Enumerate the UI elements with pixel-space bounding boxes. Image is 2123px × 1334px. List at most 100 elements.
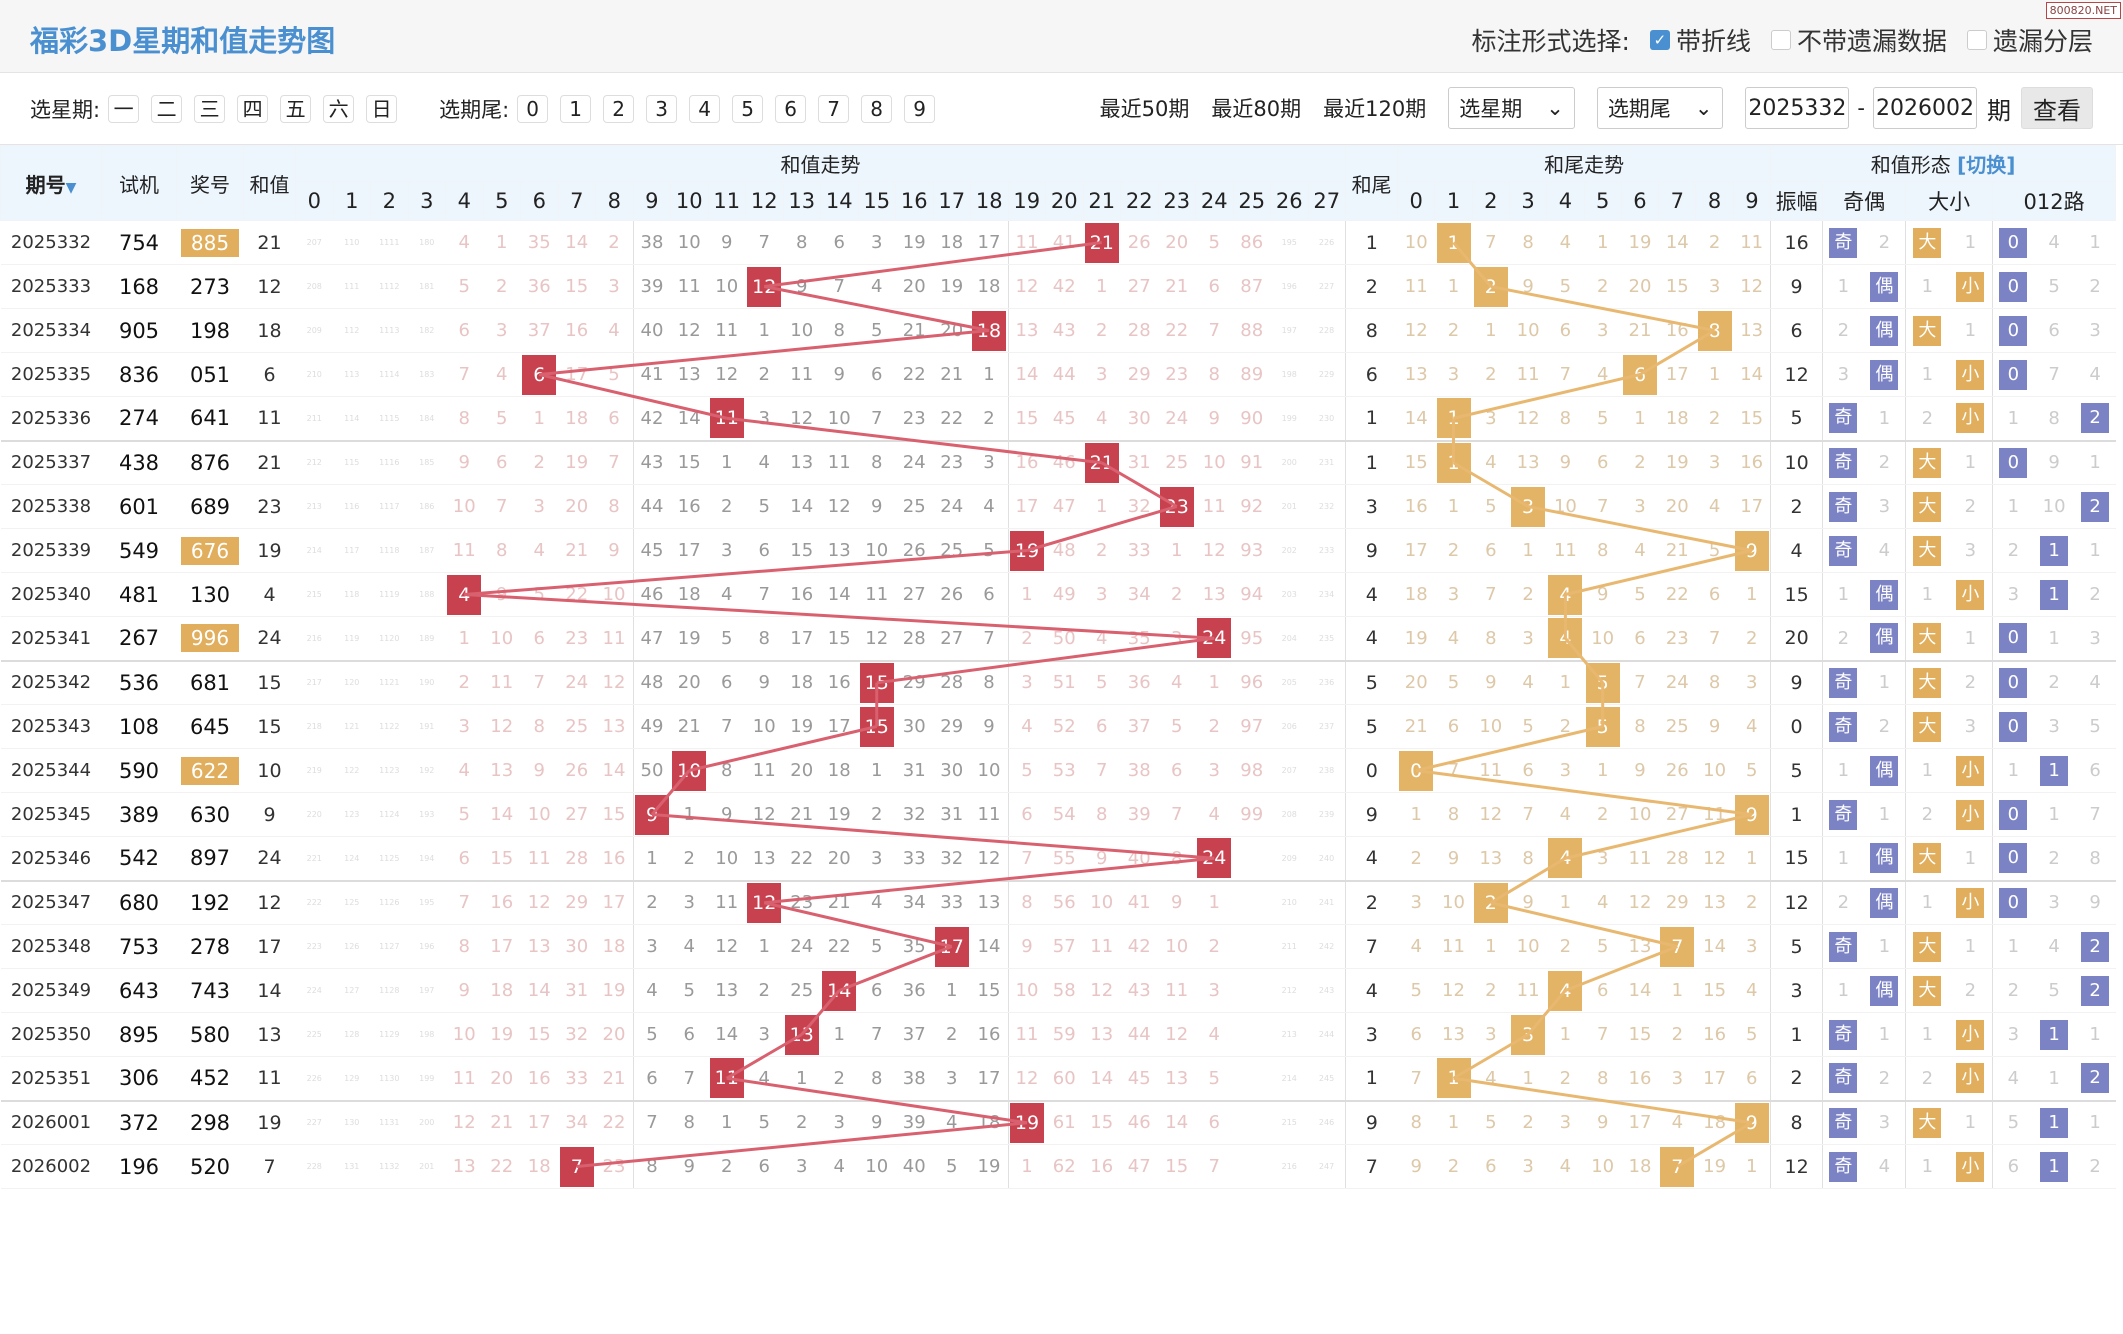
polyline-checkbox[interactable]: ✓: [1649, 30, 1670, 50]
road-012-cell: 1: [2033, 616, 2075, 662]
table-row: 2025333 168 273 12 208 111 1112 181 5 2 36 15 3 39 11 1…: [0, 264, 2116, 309]
tail-omission-cell: 12: [1695, 836, 1734, 882]
sort-icon[interactable]: ▼: [65, 179, 77, 196]
sum-omission-cell: 3: [1158, 616, 1196, 662]
big-small-cell: 大: [1905, 660, 1949, 705]
tail-omission-cell: 15: [1658, 264, 1696, 309]
omission-layer-label[interactable]: 遗漏分层: [1992, 27, 2093, 56]
issue-header[interactable]: 期号▼: [0, 145, 102, 221]
big-small-cell-tag: 大: [1913, 447, 1942, 478]
recent-80-link[interactable]: 最近80期: [1211, 97, 1302, 121]
tail-digit-button[interactable]: 9: [904, 94, 936, 123]
tail-digit-button[interactable]: 5: [732, 94, 764, 123]
title-bar: 福彩3D星期和值走势图 标注形式选择: ✓ 带折线 不带遗漏数据 遗漏分层 800…: [0, 0, 2123, 73]
tail-digit-button[interactable]: 7: [818, 94, 850, 123]
sum-omission-cell: 4: [970, 484, 1008, 529]
weekday-button[interactable]: 四: [237, 94, 269, 123]
omission-layer-checkbox[interactable]: [1966, 30, 1987, 50]
sum-omission-cell: 23: [1158, 484, 1196, 529]
sum-omission-cell: 41: [1120, 880, 1158, 925]
weekday-button[interactable]: 六: [323, 94, 355, 123]
tail-value-cell: 4: [1345, 968, 1398, 1013]
weekday-button[interactable]: 三: [194, 94, 226, 123]
sum-omission-cell: 218: [295, 704, 333, 749]
sum-omission-cell: 8: [783, 220, 821, 265]
odd-even-cell: 1: [1822, 748, 1864, 793]
recent-120-link[interactable]: 最近120期: [1323, 97, 1427, 121]
sum-omission-cell: 230: [1308, 396, 1346, 442]
tail-select[interactable]: 选期尾 ⌄: [1596, 87, 1724, 129]
tail-omission-cell: 10: [1509, 924, 1547, 969]
tail-omission-cell: 27: [1658, 792, 1696, 837]
big-small-cell: 2: [1905, 396, 1949, 442]
from-issue-input[interactable]: 2025332: [1745, 87, 1850, 129]
odd-even-cell: 奇: [1822, 440, 1864, 485]
sum-omission-cell: 17: [970, 1056, 1008, 1102]
road-012-cell: 2: [2033, 836, 2075, 882]
polyline-label[interactable]: 带折线: [1675, 27, 1751, 56]
sum-omission-cell: 196: [408, 924, 446, 969]
sum-omission-cell: 3: [1083, 572, 1121, 617]
sum-omission-cell: 189: [408, 616, 446, 662]
tail-omission-cell: 20: [1658, 484, 1696, 529]
tail-omission-cell: 13: [1695, 880, 1734, 925]
tail-omission-cell: 4: [1621, 528, 1659, 573]
road-012-cell: 1: [2074, 440, 2116, 485]
no-omission-label[interactable]: 不带遗漏数据: [1796, 27, 1947, 56]
prize-number-group-badge: 996: [180, 624, 240, 653]
tail-omission-cell: 3: [1472, 1012, 1510, 1057]
tail-omission-cell: 17: [1658, 352, 1696, 397]
switch-link[interactable]: [切换]: [1957, 153, 2016, 177]
tail-value-cell: 4: [1345, 616, 1398, 662]
recent-50-link[interactable]: 最近50期: [1099, 97, 1190, 121]
view-button[interactable]: 查看: [2021, 87, 2093, 129]
sum-omission-cell: 5: [1007, 748, 1046, 793]
tail-digit-button[interactable]: 1: [560, 94, 592, 123]
sum-omission-cell: 7: [1007, 836, 1046, 882]
tail-digit-button[interactable]: 2: [603, 94, 635, 123]
sum-omission-cell: 11: [595, 616, 633, 662]
to-issue-input[interactable]: 2026002: [1873, 87, 1977, 129]
sum-omission-cell: 17: [595, 880, 633, 925]
tail-digit-button[interactable]: 8: [861, 94, 893, 123]
sum-omission-cell: 16: [1007, 440, 1046, 485]
tail-digit-button[interactable]: 4: [689, 94, 721, 123]
no-omission-checkbox[interactable]: [1770, 30, 1791, 50]
road-012-cell-tag: 0: [1999, 623, 2028, 654]
amplitude-cell: 15: [1770, 836, 1823, 882]
weekday-button[interactable]: 一: [108, 94, 140, 123]
tail-omission-cell: 4: [1434, 616, 1473, 662]
tail-value-cell: 1: [1345, 396, 1398, 442]
tail-omission-cell: 4: [1546, 220, 1585, 265]
weekday-button[interactable]: 日: [366, 94, 398, 123]
road-012-cell: 0: [1992, 264, 2034, 309]
tail-omission-cell: 4: [1733, 968, 1771, 1013]
tail-digit-button[interactable]: 6: [775, 94, 807, 123]
sum-omission-cell: 11: [445, 1056, 483, 1102]
sum-omission-cell: 89: [1233, 352, 1271, 397]
test-number-cell: 274: [101, 396, 177, 442]
weekday-select[interactable]: 选星期 ⌄: [1448, 87, 1575, 129]
tail-digit-button[interactable]: 0: [517, 94, 549, 123]
road-012-cell: 4: [2033, 924, 2075, 969]
sum-omission-cell: 118: [333, 572, 371, 617]
prize-number-cell: 298: [176, 1100, 244, 1145]
tail-omission-cell: 2: [1434, 528, 1473, 573]
test-number-cell: 549: [101, 528, 177, 573]
amplitude-cell: 12: [1770, 1144, 1823, 1189]
weekday-button[interactable]: 五: [280, 94, 312, 123]
odd-even-cell: 4: [1863, 1144, 1906, 1189]
road-012-cell: 4: [1992, 1056, 2034, 1102]
tail-omission-cell: 6: [1621, 352, 1659, 397]
amplitude-cell: 20: [1770, 616, 1823, 662]
sum-omission-cell: 7: [970, 616, 1008, 662]
sum-header: 和值: [243, 145, 296, 221]
odd-even-cell: 偶: [1863, 616, 1906, 662]
sum-omission-cell: 20: [483, 1056, 521, 1102]
sum-omission-cell: [1233, 836, 1271, 882]
tail-digit-button[interactable]: 3: [646, 94, 678, 123]
weekday-button[interactable]: 二: [151, 94, 183, 123]
sum-omission-cell: 8: [520, 704, 558, 749]
sum-omission-cell: 226: [295, 1056, 333, 1102]
sum-omission-cell: 8: [820, 308, 858, 353]
